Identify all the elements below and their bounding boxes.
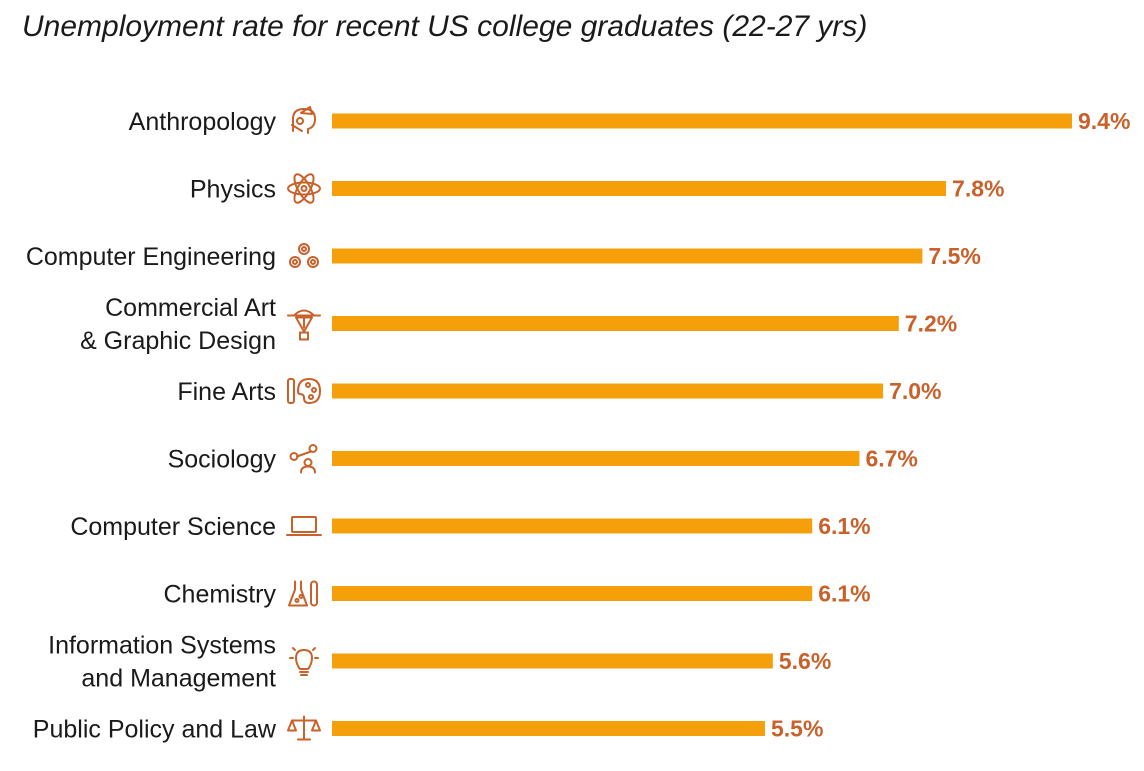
value-label: 6.1% [818, 513, 870, 539]
bar [332, 113, 1072, 129]
category-label: Commercial Art & Graphic Design [80, 294, 276, 355]
category-label: Chemistry [163, 581, 276, 609]
value-label: 7.0% [889, 378, 941, 404]
value-label: 7.8% [952, 176, 1004, 202]
anthropology-icon [291, 106, 316, 134]
bar [332, 316, 899, 331]
category-label: Physics [190, 176, 276, 204]
category-label: Public Policy and Law [33, 716, 277, 744]
gears-icon [289, 243, 319, 268]
value-label: 9.4% [1078, 108, 1130, 134]
scales-icon [287, 715, 321, 741]
value-label: 6.7% [865, 446, 917, 472]
flask-icon [288, 580, 318, 607]
lightbulb-icon [289, 647, 319, 676]
pen-nib-icon [287, 309, 321, 341]
value-label: 7.5% [928, 243, 980, 269]
value-label: 6.1% [818, 581, 870, 607]
category-label: Computer Engineering [26, 243, 276, 271]
chart-title: Unemployment rate for recent US college … [22, 10, 868, 43]
bar [332, 383, 884, 399]
value-label: 5.5% [771, 716, 823, 742]
bar [332, 586, 813, 601]
bar [332, 451, 860, 466]
people-network-icon [289, 444, 318, 474]
bar [332, 653, 773, 669]
laptop-icon [286, 516, 322, 536]
bar [332, 721, 765, 736]
palette-icon [287, 378, 321, 404]
category-label: Sociology [168, 446, 277, 474]
category-label: Anthropology [129, 108, 277, 136]
category-label: Computer Science [70, 513, 276, 541]
category-label: Information Systems and Management [48, 632, 276, 693]
atom-icon [287, 173, 321, 204]
value-label: 5.6% [779, 648, 831, 674]
value-label: 7.2% [905, 311, 957, 337]
bar [332, 248, 923, 264]
category-label: Fine Arts [177, 378, 276, 406]
bar [332, 518, 813, 534]
bar [332, 181, 947, 196]
